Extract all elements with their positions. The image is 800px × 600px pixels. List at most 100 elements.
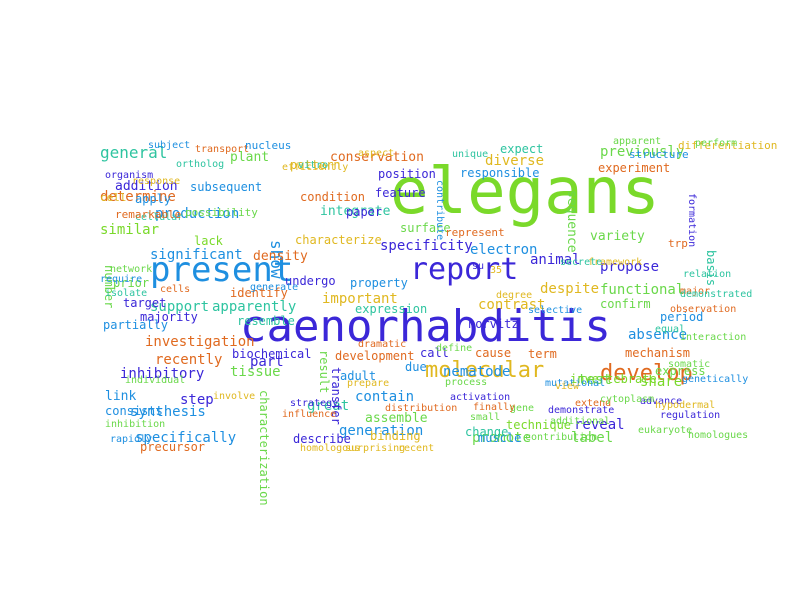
word-characterization: characterization <box>257 390 271 506</box>
word-present: present <box>150 250 294 290</box>
word-mutational: mutational <box>545 378 606 389</box>
word-contribute: contribute <box>434 180 445 241</box>
word-previously: previously <box>600 144 685 160</box>
word-activation: activation <box>450 392 511 403</box>
word-surprising: surprising <box>345 443 406 454</box>
word-nematode: nematode <box>443 364 511 380</box>
word-vitro: vitro <box>298 160 329 171</box>
word-nucleus: nucleus <box>245 139 292 152</box>
word-demonstrated: demonstrated <box>680 289 753 300</box>
word-apply: apply <box>135 192 172 206</box>
word-integrate: integrate <box>320 204 391 219</box>
word-cells: cells <box>160 284 191 295</box>
word-surface: surface <box>400 221 451 235</box>
word-strategy: strategy <box>290 398 339 409</box>
word-conservation: conservation <box>330 150 424 165</box>
word-call: call <box>420 346 449 360</box>
word-regulation: regulation <box>660 410 721 421</box>
word-invertebrate: invertebrate <box>570 372 657 386</box>
word-report: report <box>410 252 519 287</box>
word-cause: cause <box>475 346 512 360</box>
word-su: su <box>472 261 485 272</box>
word-variety: variety <box>590 229 645 244</box>
word-possibility: possibility <box>185 206 258 219</box>
word-period: period <box>660 310 704 324</box>
word-involve: involve <box>213 391 256 402</box>
word-great: great <box>307 398 350 414</box>
word-degree: degree <box>496 290 533 301</box>
word-transport: transport <box>195 144 250 155</box>
word-genetically: genetically <box>682 374 749 385</box>
word-unique: unique <box>452 149 489 160</box>
word-promote: promote <box>472 430 532 446</box>
word-distribution: distribution <box>385 403 458 414</box>
word-demonstrate: demonstrate <box>548 405 615 416</box>
word-homologues: homologues <box>688 430 749 441</box>
word-view: view <box>555 381 580 392</box>
word-inhibition: inhibition <box>105 419 166 430</box>
word-cytoplasm: cytoplasm <box>600 394 655 405</box>
word-test: test <box>578 372 612 388</box>
word-functional: functional <box>600 282 685 298</box>
word-ortholog: ortholog <box>176 159 225 170</box>
word-tissue: tissue <box>230 364 281 380</box>
word-change: change <box>465 425 509 439</box>
word-consists: consists <box>105 404 163 418</box>
word-isolate: isolate <box>105 288 148 299</box>
word-subsequent: subsequent <box>190 180 263 194</box>
word-generate: generate <box>250 282 299 293</box>
word-despite: despite <box>540 281 600 297</box>
word-partially: partially <box>103 318 169 332</box>
word-significant: significant <box>150 247 243 263</box>
word-elegans: elegans <box>390 155 660 229</box>
word-assemble: assemble <box>365 411 428 426</box>
word-eukaryote: eukaryote <box>638 425 693 436</box>
word-apparent: apparent <box>613 136 662 147</box>
word-undergo: undergo <box>285 274 336 288</box>
word-adult: adult <box>340 369 377 383</box>
word-prior: prior <box>113 276 150 290</box>
word-majority: majority <box>140 310 198 324</box>
word-observation: observation <box>670 304 737 315</box>
word-homologous: homologous <box>300 443 361 454</box>
word-addition: addition <box>115 179 178 194</box>
word-property: property <box>350 276 408 290</box>
word-recently: recently <box>155 352 223 368</box>
word-precursor: precursor <box>140 440 206 454</box>
word-animal: animal <box>530 252 581 268</box>
word-determine: determine <box>100 189 176 205</box>
word-diverse: diverse <box>485 153 545 169</box>
word-plant: plant <box>230 150 270 165</box>
word-cell: cell <box>100 191 127 204</box>
word-basis: basis <box>704 250 718 287</box>
word-characterize: characterize <box>295 233 382 247</box>
word-muscle: muscle <box>478 431 522 445</box>
word-molecular: molecular <box>425 358 545 383</box>
word-efficiently: efficiently <box>282 162 349 173</box>
word-target: target <box>123 296 167 310</box>
word-lack: lack <box>194 234 223 248</box>
word-dramatic: dramatic <box>358 339 407 350</box>
word-finally: finally <box>473 402 516 413</box>
word-structure: structure <box>629 148 689 161</box>
word-specifically: specifically <box>135 430 237 446</box>
word-biochemical: biochemical <box>232 347 312 361</box>
word-contribution: contribution <box>525 432 598 443</box>
word-somatic: somatic <box>668 359 711 370</box>
word-process: process <box>445 377 488 388</box>
word-trp: trp <box>668 237 688 250</box>
word-gene: gene <box>510 403 535 414</box>
word-recent: recent <box>398 443 435 454</box>
word-reveal: reveal <box>574 417 625 433</box>
word-represent: represent <box>445 226 505 239</box>
word-network: network <box>110 264 153 275</box>
word-hypodermal: hypodermal <box>655 400 716 411</box>
word-individual: individual <box>125 375 186 386</box>
word-number: number <box>102 265 116 309</box>
word-formation: formation <box>686 193 697 248</box>
word-experiment: experiment <box>598 161 671 175</box>
word-propose: propose <box>600 259 660 275</box>
word-show: show <box>267 240 286 279</box>
word-support: support <box>150 299 210 315</box>
word-expression: expression <box>355 302 428 316</box>
